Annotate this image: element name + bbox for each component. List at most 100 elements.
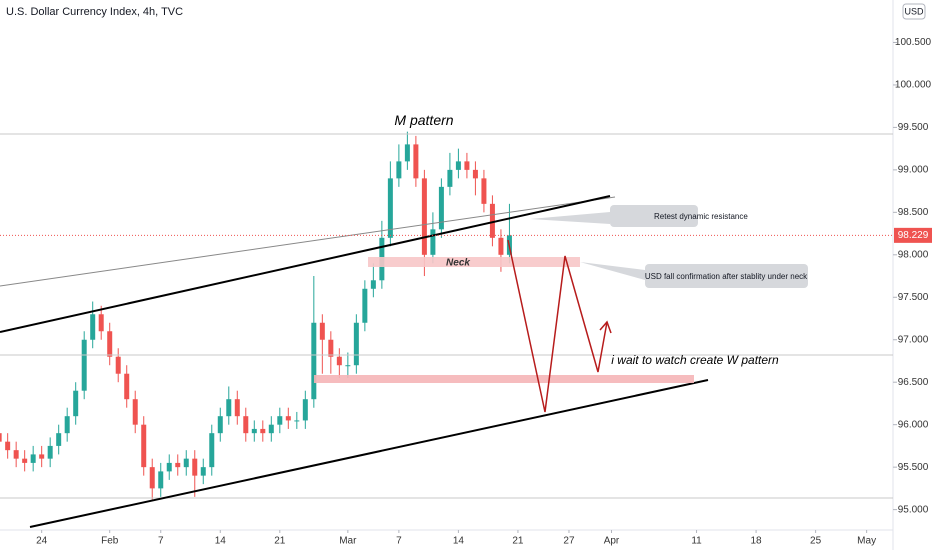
x-tick-label: May	[857, 536, 876, 547]
candle-body	[0, 433, 2, 442]
x-tick-label: 7	[396, 536, 402, 547]
candle-body	[209, 433, 215, 468]
annotation: Neck	[446, 258, 470, 269]
y-tick-label: 95.000	[898, 504, 929, 515]
x-tick-label: Mar	[339, 536, 357, 547]
candle-body	[149, 467, 155, 489]
x-tick-label: 24	[36, 536, 48, 547]
candle-body	[370, 280, 376, 289]
candle-body	[22, 458, 28, 463]
candle-body	[141, 424, 147, 468]
currency-button[interactable]	[902, 3, 926, 20]
candle-body	[404, 144, 410, 162]
candle-body	[243, 416, 249, 434]
x-tick-label: 27	[563, 536, 575, 547]
candle-body	[285, 416, 291, 421]
y-tick-label: 100.500	[895, 37, 932, 48]
candle-body	[294, 420, 300, 422]
candle-body	[124, 373, 130, 400]
annotation: Retest dynamic resistance	[654, 212, 748, 221]
candle-body	[47, 445, 53, 459]
callout-box	[610, 205, 698, 227]
candle-body	[472, 169, 478, 179]
trend-line	[0, 196, 616, 287]
candle-body	[200, 467, 206, 476]
y-tick-label: 98.500	[898, 207, 929, 218]
x-tick-label: 7	[158, 536, 164, 547]
y-tick-label: 96.500	[898, 377, 929, 388]
y-tick-label: 99.500	[898, 122, 929, 133]
y-tick-label: 99.000	[898, 165, 929, 176]
candle-body	[217, 416, 223, 434]
candle-body	[328, 339, 334, 357]
candle-body	[132, 399, 138, 425]
last-price-label: 98.229	[898, 230, 929, 241]
annotation: USD fall confirmation after stablity und…	[645, 272, 808, 281]
x-tick-label: 21	[274, 536, 286, 547]
callout-pointer	[580, 262, 645, 280]
annotation: i wait to watch create W pattern	[611, 353, 779, 367]
candle-body	[396, 161, 402, 179]
candle-body	[319, 322, 325, 340]
candle-body	[192, 458, 198, 476]
candle-body	[311, 322, 317, 400]
candle-body	[447, 169, 453, 187]
candles	[0, 131, 512, 500]
candle-body	[455, 161, 461, 170]
candle-body	[234, 399, 240, 417]
candle-body	[362, 288, 368, 323]
candle-body	[464, 161, 470, 170]
candle-body	[251, 428, 257, 434]
x-tick-label: 18	[751, 536, 763, 547]
candle-body	[64, 416, 70, 434]
candle-body	[158, 471, 164, 489]
trend-line	[29, 379, 709, 528]
x-tick-label: 21	[512, 536, 524, 547]
projection-path	[507, 239, 608, 413]
currency-label[interactable]: USD	[904, 6, 924, 16]
candle-body	[56, 433, 62, 446]
candle-body	[302, 399, 308, 421]
x-tick-label: Apr	[604, 536, 620, 547]
y-tick-label: 100.000	[895, 80, 932, 91]
candle-body	[489, 203, 495, 238]
candle-body	[81, 339, 87, 391]
candle-body	[387, 178, 393, 238]
x-tick-label: Feb	[101, 536, 119, 547]
candle-body	[73, 390, 79, 417]
trend-line	[0, 195, 611, 333]
candle-body	[98, 314, 104, 332]
candle-body	[166, 462, 172, 472]
candle-body	[39, 454, 45, 459]
x-tick-label: 14	[453, 536, 465, 547]
candle-body	[13, 450, 19, 459]
candle-body	[260, 428, 266, 434]
candle-body	[481, 178, 487, 204]
candle-body	[5, 441, 11, 451]
candle-body	[430, 229, 436, 255]
candle-body	[438, 186, 444, 230]
y-tick-label: 97.500	[898, 292, 929, 303]
y-tick-label: 95.500	[898, 462, 929, 473]
candle-body	[345, 365, 351, 367]
candle-body	[353, 322, 359, 366]
candle-body	[277, 416, 283, 425]
x-tick-label: 25	[810, 536, 822, 547]
x-tick-label: 14	[215, 536, 227, 547]
last-price-tag	[894, 227, 932, 243]
support-zone	[314, 375, 694, 383]
candle-body	[268, 424, 274, 434]
candle-body	[226, 399, 232, 417]
callout-pointer	[530, 212, 610, 224]
y-tick-label: 97.000	[898, 334, 929, 345]
candle-body	[413, 144, 419, 179]
candle-body	[498, 237, 504, 255]
y-tick-label: 98.000	[898, 249, 929, 260]
candle-body	[183, 458, 189, 468]
neck-zone	[368, 257, 580, 267]
x-tick-label: 11	[691, 536, 702, 547]
candle-body	[421, 178, 427, 255]
candle-body	[107, 331, 113, 357]
candle-body	[30, 454, 36, 463]
